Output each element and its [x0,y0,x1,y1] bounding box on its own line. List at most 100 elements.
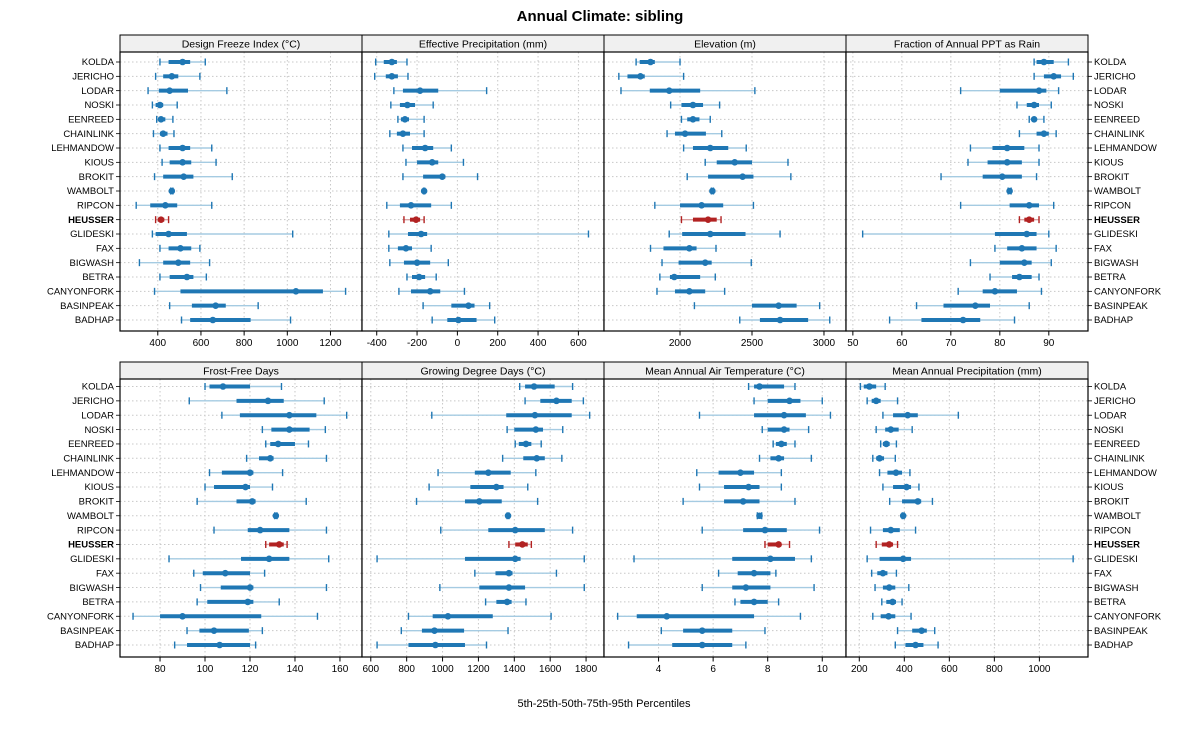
data-row-fax [159,244,201,252]
data-row-jericho [866,397,899,405]
median-dot [786,397,793,405]
median-dot [689,101,697,109]
data-row-fax [388,244,432,252]
data-row-kolda [635,58,681,66]
panel-6: Mean Annual Air Temperature (°C) 4 6 8 10 [603,361,847,675]
median-dot [388,73,396,80]
median-dot [177,245,184,252]
station-label-right: BASINPEAK [1094,301,1149,312]
x-tick-label: 1600 [539,664,562,675]
median-dot [432,641,439,649]
median-dot [531,411,539,419]
data-row-ripcon [959,201,1055,209]
data-row-wambolt [756,512,763,520]
x-tick-label: -200 [407,338,427,349]
station-label-right: BIGWASH [1094,583,1139,594]
data-row-glideski [168,555,330,563]
data-row-ripcon [440,526,574,534]
median-dot [776,316,784,324]
station-label-right: LODAR [1094,410,1127,421]
median-dot [216,641,223,649]
median-dot [1030,116,1038,123]
median-dot [892,469,900,476]
station-label-left: WAMBOLT [67,511,114,522]
station-label-right: HEUSSER [1094,215,1140,226]
median-dot [866,383,873,390]
median-dot [156,101,164,109]
median-dot [168,187,176,195]
data-row-noski [875,426,913,434]
median-dot [402,245,410,252]
station-label-right: LEHMANDOW [1094,143,1157,154]
station-label-right: BADHAP [1094,640,1133,651]
median-dot [959,316,967,324]
station-label-right: BIGWASH [1094,258,1139,269]
station-label-right: JERICHO [1094,396,1136,407]
panel-strip-title: Mean Annual Precipitation (mm) [892,366,1041,378]
station-label-left: RIPCON [77,201,114,212]
panel-strip-title: Elevation (m) [694,39,756,51]
data-row-brokit [153,173,233,181]
data-row-lodar [221,411,348,419]
station-label-right: KOLDA [1094,57,1127,68]
data-row-heusser [875,540,899,548]
data-row-canyonfork [153,287,347,295]
median-dot [174,259,182,266]
median-dot [885,584,893,591]
median-dot [739,173,746,180]
data-row-jericho [753,397,823,405]
station-label-left: JERICHO [72,396,114,407]
data-row-fax [649,244,717,252]
median-dot [756,512,763,520]
median-dot [503,598,511,606]
data-row-bigwash [439,584,585,592]
data-row-ripcon [386,201,453,209]
median-dot [168,73,176,80]
station-label-right: CANYONFORK [1094,287,1162,298]
data-row-wambolt [899,512,907,520]
station-label-right: NOSKI [1094,425,1124,436]
station-label-left: JERICHO [72,72,114,83]
panel-1: Effective Precipitation (mm) -400 -200 0 200… [361,34,605,349]
data-row-lehmandow [969,144,1040,152]
data-row-glideski [376,555,585,563]
x-tick-label: 400 [530,338,547,349]
median-dot [885,541,893,548]
station-label-left: EENREED [68,115,114,126]
median-dot [553,397,560,405]
data-row-lehmandow [437,469,537,477]
median-dot [704,216,712,223]
station-label-left: BETRA [82,597,114,608]
median-dot [1003,144,1011,152]
station-label-right: WAMBOLT [1094,511,1141,522]
median-dot [689,116,697,123]
station-label-left: LEHMANDOW [51,143,114,154]
data-row-chainlink [245,454,328,462]
x-tick-label: 160 [332,664,349,675]
median-dot [731,159,739,166]
median-dot [1016,273,1023,281]
data-row-brokit [415,497,539,505]
data-row-lodar [698,411,832,419]
panel-strip-title: Frost-Free Days [203,366,279,378]
data-row-wambolt [1006,187,1013,195]
data-row-brokit [196,497,307,505]
median-dot [210,627,218,634]
station-label-left: EENREED [68,439,114,450]
x-tick-label: 1200 [319,338,342,349]
median-dot [221,569,229,577]
x-tick-label: 1800 [575,664,598,675]
median-dot [246,584,254,591]
median-dot [778,440,785,448]
median-dot [882,440,890,448]
median-dot [183,273,191,281]
median-dot [972,302,979,309]
data-row-kious [428,483,529,491]
median-dot [698,202,705,209]
x-tick-label: 100 [197,664,214,675]
data-row-lodar [620,87,756,95]
data-row-kolda [204,383,283,390]
panel-border [845,51,1089,332]
x-tick-label: 600 [570,338,587,349]
percentiles-caption: 5th-25th-50th-75th-95th Percentiles [517,698,691,710]
